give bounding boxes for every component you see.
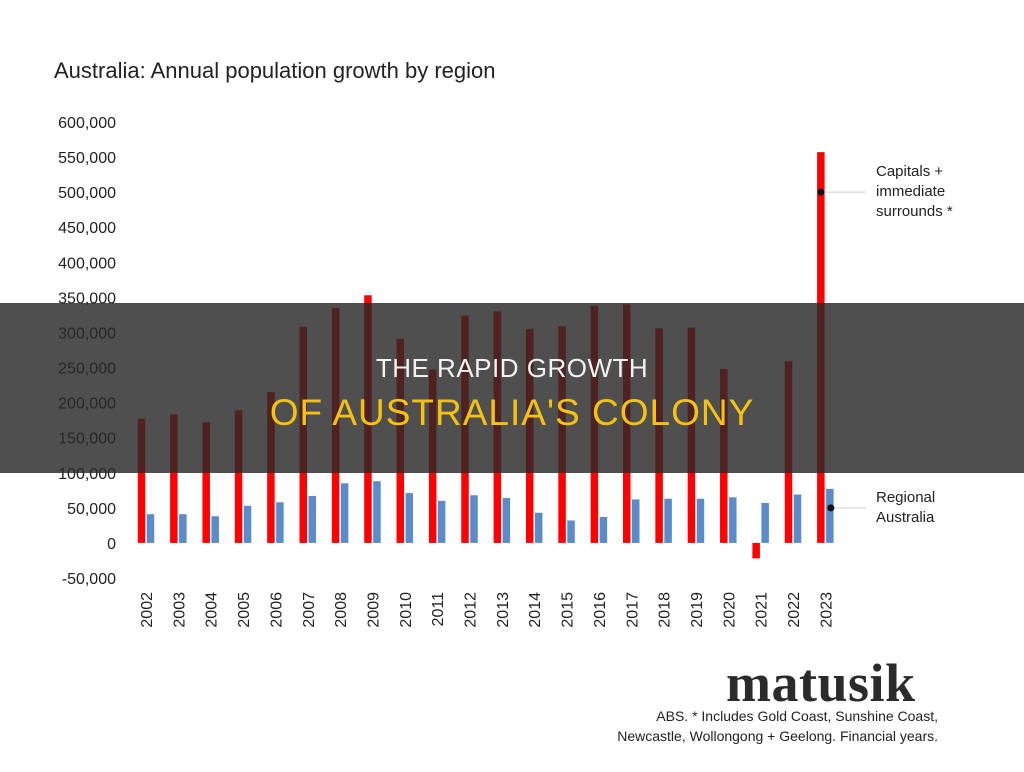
x-tick-label: 2008: [333, 592, 350, 628]
x-tick-label: 2023: [818, 592, 835, 628]
x-tick-label: 2012: [463, 592, 480, 628]
bar-capitals: [752, 542, 760, 559]
x-tick-label: 2018: [657, 592, 674, 628]
bar-regional: [793, 494, 802, 543]
y-tick-label: -50,000: [62, 571, 116, 588]
legend-leaders: [817, 188, 866, 512]
brand-logo: matusik: [726, 653, 916, 713]
banner-title-line1: THE RAPID GROWTH: [375, 353, 649, 383]
bar-regional: [632, 499, 640, 543]
bar-regional: [502, 498, 511, 543]
x-tick-label: 2003: [171, 592, 188, 628]
x-tick-label: 2002: [139, 592, 156, 628]
bar-capitals: [234, 410, 243, 543]
legend-regional: Regional Australia: [876, 488, 935, 528]
x-tick-label: 2019: [689, 592, 706, 628]
title-banner: [0, 303, 1024, 473]
x-tick-label: 2017: [624, 592, 641, 628]
bar-regional: [567, 520, 575, 543]
legend-capitals: Capitals + immediate surrounds *: [876, 162, 953, 222]
legend-regional-line: Regional: [876, 489, 936, 506]
y-tick-label: 400,000: [58, 255, 116, 272]
bar-regional: [179, 514, 187, 543]
banner-title-line2: OF AUSTRALIA'S COLONY: [269, 392, 755, 433]
x-tick-label: 2016: [592, 592, 609, 628]
x-tick-label: 2004: [204, 592, 221, 628]
x-tick-label: 2020: [721, 592, 738, 628]
legend-regional-line: Australia: [876, 509, 935, 526]
x-tick-label: 2005: [236, 592, 253, 628]
bar-regional: [243, 505, 252, 543]
legend-capitals-line: immediate: [876, 183, 946, 200]
x-tick-label: 2021: [754, 592, 771, 628]
y-tick-label: 0: [107, 536, 116, 553]
legend-marker-regional: [827, 504, 835, 512]
legend-marker-capitals: [817, 188, 825, 196]
bar-regional: [826, 488, 834, 543]
y-tick-label: 450,000: [58, 220, 116, 237]
bar-regional: [696, 498, 705, 543]
source-note-line: ABS. * Includes Gold Coast, Sunshine Coa…: [656, 708, 938, 724]
bar-regional: [211, 516, 219, 543]
y-tick-label: 500,000: [58, 185, 116, 202]
y-tick-label: 600,000: [58, 115, 116, 132]
y-tick-label: 50,000: [67, 501, 116, 518]
y-tick-label: 550,000: [58, 150, 116, 167]
bar-regional: [373, 481, 381, 543]
source-note: ABS. * Includes Gold Coast, Sunshine Coa…: [617, 706, 938, 746]
bar-regional: [534, 512, 543, 543]
bar-capitals: [137, 418, 146, 543]
x-tick-label: 2010: [398, 592, 415, 628]
x-tick-label: 2013: [495, 592, 512, 628]
bar-regional: [276, 502, 284, 543]
x-tick-label: 2022: [786, 592, 803, 628]
x-tick-label: 2014: [527, 592, 544, 628]
source-note-line: Newcastle, Wollongong + Geelong. Financi…: [617, 728, 938, 744]
chart-title: Australia: Annual population growth by r…: [54, 58, 496, 83]
legend-capitals-line: surrounds *: [876, 203, 953, 220]
bar-regional: [405, 493, 414, 543]
x-tick-label: 2015: [560, 592, 577, 628]
x-axis: 2002 2003 2004 2005 2006 2007 2008 2009 2010 2011…: [139, 592, 835, 628]
bar-regional: [437, 500, 446, 543]
bar-regional: [599, 516, 608, 543]
bar-regional: [146, 514, 155, 543]
x-tick-label: 2007: [301, 592, 318, 628]
x-tick-label: 2009: [365, 592, 382, 628]
bar-regional: [340, 483, 349, 543]
bar-regional: [308, 495, 316, 543]
bar-capitals: [202, 422, 210, 543]
legend-capitals-line: Capitals +: [876, 163, 944, 180]
bar-regional: [470, 495, 478, 543]
bar-capitals: [170, 414, 178, 543]
bar-regional: [761, 502, 769, 543]
bar-regional: [664, 498, 672, 543]
x-tick-label: 2006: [268, 592, 285, 628]
x-tick-label: 2011: [430, 592, 447, 627]
bar-regional: [729, 497, 737, 543]
